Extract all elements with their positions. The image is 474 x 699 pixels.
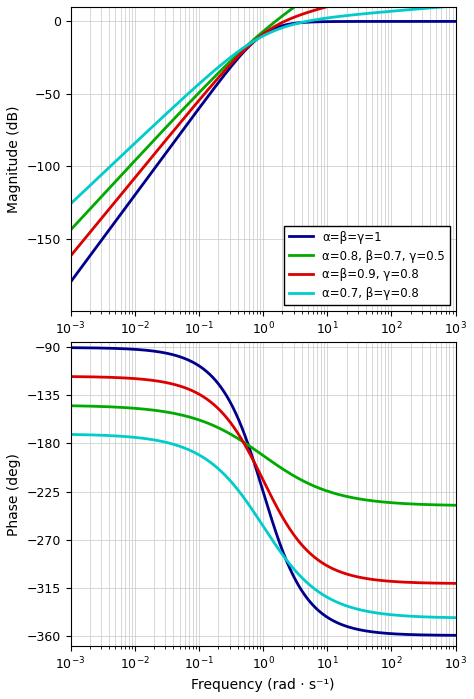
Line: α=0.8, β=0.7, γ=0.5: α=0.8, β=0.7, γ=0.5 — [71, 0, 456, 230]
Y-axis label: Magnitude (dB): Magnitude (dB) — [7, 106, 21, 212]
α=β=γ=1 — [215, 79, 221, 87]
α=0.7, β=γ=0.8 — [135, 136, 140, 145]
α=β=γ=1 — [453, 17, 458, 26]
Legend: α=β=γ=1, α=0.8, β=0.7, γ=0.5, α=β=0.9, γ=0.8, α=0.7, β=γ=0.8: α=β=γ=1, α=0.8, β=0.7, γ=0.5, α=β=0.9, γ… — [284, 226, 450, 305]
α=β=0.9, γ=0.8 — [112, 199, 118, 207]
α=β=γ=1 — [112, 218, 118, 226]
α=0.8, β=0.7, γ=0.5 — [215, 69, 221, 78]
X-axis label: Frequency (rad · s⁻¹): Frequency (rad · s⁻¹) — [191, 678, 335, 692]
α=0.7, β=γ=0.8 — [68, 200, 73, 208]
Line: α=0.7, β=γ=0.8: α=0.7, β=γ=0.8 — [71, 6, 456, 204]
α=0.7, β=γ=0.8 — [215, 63, 221, 71]
Line: α=β=0.9, γ=0.8: α=β=0.9, γ=0.8 — [71, 0, 456, 256]
α=0.7, β=γ=0.8 — [445, 2, 451, 10]
α=0.8, β=0.7, γ=0.5 — [68, 226, 73, 234]
α=β=γ=1 — [135, 187, 140, 196]
α=0.8, β=0.7, γ=0.5 — [232, 52, 238, 61]
α=0.7, β=γ=0.8 — [232, 50, 238, 58]
Line: α=β=γ=1: α=β=γ=1 — [71, 22, 456, 282]
α=0.8, β=0.7, γ=0.5 — [135, 154, 140, 162]
α=β=γ=1 — [404, 17, 410, 26]
α=β=0.9, γ=0.8 — [135, 171, 140, 179]
α=β=γ=1 — [232, 58, 238, 66]
α=0.7, β=γ=0.8 — [453, 1, 458, 10]
α=β=0.9, γ=0.8 — [232, 55, 238, 64]
α=β=0.9, γ=0.8 — [68, 252, 73, 260]
α=0.8, β=0.7, γ=0.5 — [112, 178, 118, 187]
α=β=0.9, γ=0.8 — [215, 73, 221, 82]
Y-axis label: Phase (deg): Phase (deg) — [7, 453, 21, 535]
α=0.7, β=γ=0.8 — [112, 158, 118, 166]
α=β=γ=1 — [68, 278, 73, 286]
α=β=γ=1 — [445, 17, 451, 26]
α=0.7, β=γ=0.8 — [404, 6, 410, 14]
